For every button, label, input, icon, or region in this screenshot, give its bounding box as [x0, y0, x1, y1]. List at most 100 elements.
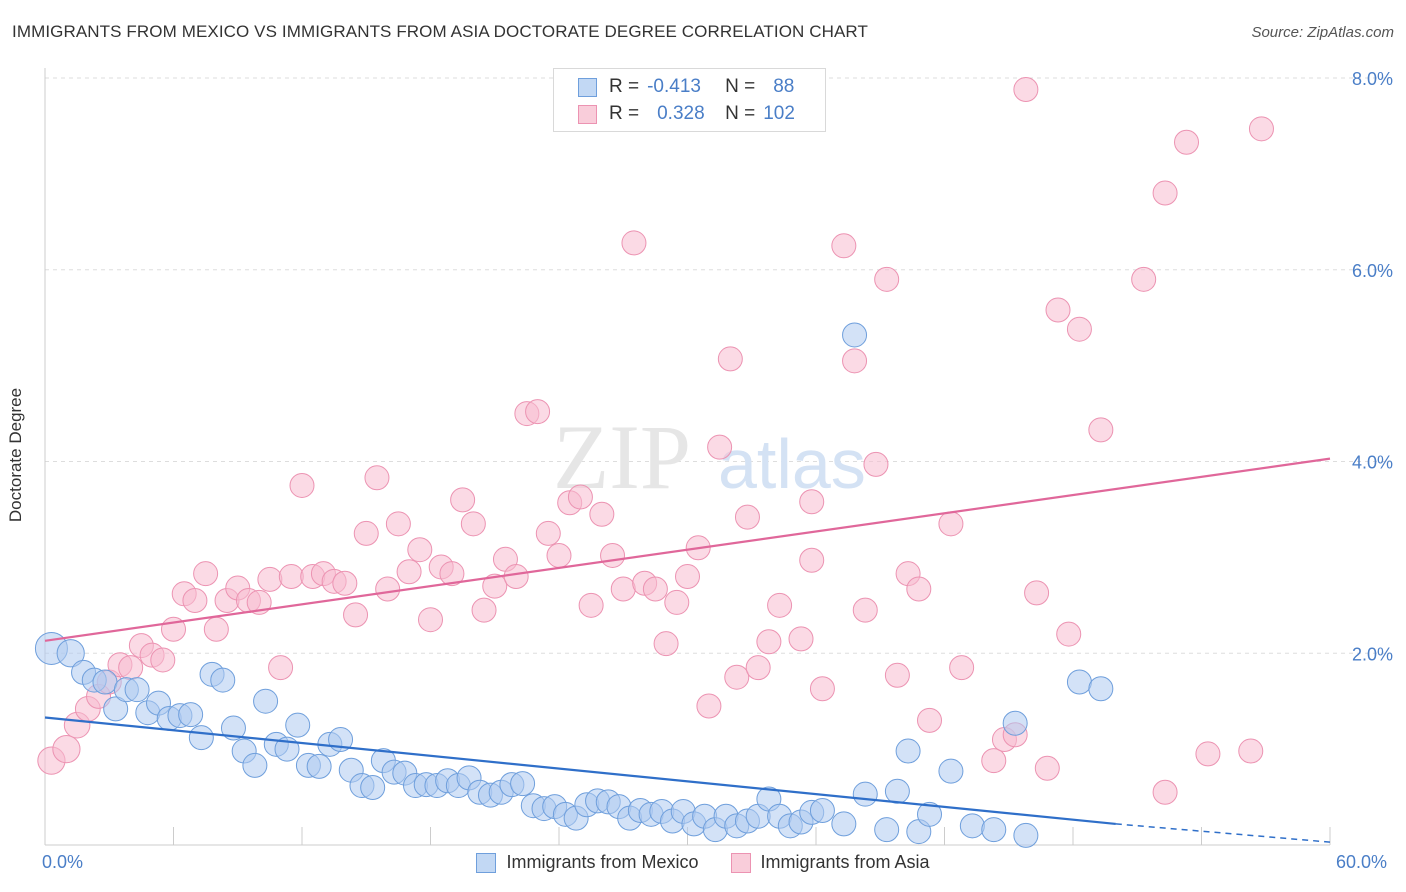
- asia-point-40: [471, 597, 497, 623]
- asia-point-73: [831, 233, 857, 259]
- asia-point-72: [809, 676, 835, 702]
- mexico-point-80: [938, 758, 964, 784]
- legend-r-value-asia: 0.328: [657, 103, 705, 124]
- asia-point-1: [52, 735, 81, 764]
- asia-point-99: [1238, 738, 1264, 764]
- asia-point-74: [842, 348, 868, 374]
- mexico-point-16: [220, 715, 246, 741]
- asia-point-7: [118, 655, 144, 681]
- mexico-point-7: [124, 677, 150, 703]
- legend-n-value-asia: 102: [763, 103, 795, 124]
- mexico-point-81: [959, 813, 985, 839]
- asia-point-15: [203, 616, 229, 642]
- asia-point-68: [767, 592, 793, 618]
- x-tick-min: 0.0%: [42, 852, 84, 872]
- asia-point-47: [546, 542, 572, 568]
- asia-point-67: [756, 629, 782, 655]
- bottom-legend-mexico-label: Immigrants from Mexico: [506, 852, 699, 872]
- asia-point-57: [653, 631, 679, 657]
- mexico-point-12: [178, 702, 204, 728]
- legend-n-label: N =: [725, 76, 756, 97]
- asia-points: [37, 77, 1274, 805]
- asia-point-23: [289, 472, 315, 498]
- grid-lines: [45, 77, 1390, 654]
- asia-point-45: [525, 399, 551, 425]
- bottom-legend-mexico: Immigrants from Mexico: [476, 852, 699, 873]
- mexico-point-4: [92, 669, 118, 695]
- asia-point-35: [418, 607, 443, 633]
- asia-point-91: [1056, 621, 1082, 647]
- asia-point-80: [906, 576, 932, 602]
- legend-swatch-asia: [578, 104, 597, 124]
- mexico-point-22: [285, 712, 311, 738]
- mexico-point-73: [842, 322, 868, 348]
- asia-point-59: [675, 564, 700, 590]
- mexico-point-15: [210, 667, 236, 693]
- asia-point-71: [799, 489, 825, 515]
- y-tick-labels: 2.0% 4.0% 6.0% 8.0%: [1352, 69, 1393, 664]
- asia-point-13: [182, 588, 208, 614]
- source-label: Source: ZipAtlas.com: [1251, 24, 1394, 41]
- asia-point-20: [257, 566, 283, 592]
- asia-point-95: [1152, 779, 1178, 805]
- asia-point-52: [600, 542, 626, 568]
- mexico-point-13: [188, 725, 214, 751]
- legend-swatch-mexico: [578, 77, 597, 97]
- mexico-point-24: [306, 753, 332, 779]
- asia-point-75: [852, 597, 878, 623]
- mexico-point-19: [253, 688, 279, 714]
- asia-point-27: [332, 570, 358, 596]
- mexico-point-79: [917, 801, 943, 827]
- bottom-legend-asia-label: Immigrants from Asia: [760, 852, 930, 872]
- mexico-points: [34, 322, 1114, 848]
- mexico-point-86: [1088, 676, 1114, 702]
- bottom-swatch-mexico: [476, 852, 497, 873]
- asia-point-43: [503, 564, 529, 590]
- axes: [44, 68, 1331, 846]
- watermark: ZIP atlas: [553, 406, 866, 508]
- asia-point-56: [642, 576, 668, 602]
- mexico-point-77: [895, 738, 921, 764]
- mexico-point-43: [510, 771, 536, 797]
- y-tick-label-3: 8.0%: [1352, 69, 1393, 89]
- asia-point-61: [696, 693, 722, 719]
- mexico-point-85: [1066, 669, 1092, 695]
- bottom-swatch-asia: [730, 852, 751, 873]
- asia-point-32: [385, 511, 411, 537]
- stats-legend: R = -0.413 N = 88 R = 0.328 N = 102: [553, 68, 826, 132]
- asia-point-30: [364, 465, 390, 491]
- asia-trend-line: [44, 457, 1331, 642]
- asia-point-88: [1024, 580, 1050, 606]
- legend-n-label: N =: [725, 103, 756, 124]
- watermark-atlas: atlas: [718, 425, 866, 503]
- mexico-point-83: [1002, 710, 1028, 736]
- mexico-point-18: [242, 752, 268, 778]
- asia-point-34: [407, 537, 433, 563]
- mexico-trend-line: [44, 716, 1116, 826]
- asia-point-100: [1248, 116, 1274, 142]
- mexico-point-29: [360, 774, 386, 800]
- asia-point-50: [578, 592, 604, 618]
- asia-point-51: [589, 501, 615, 527]
- mexico-point-76: [884, 778, 910, 804]
- y-tick-label-2: 6.0%: [1352, 261, 1393, 281]
- bottom-legend: Immigrants from Mexico Immigrants from A…: [0, 852, 1406, 873]
- asia-point-53: [610, 576, 636, 602]
- asia-point-19: [246, 589, 272, 615]
- asia-point-22: [278, 564, 304, 590]
- asia-point-77: [874, 266, 900, 292]
- mexico-point-84: [1013, 822, 1039, 848]
- asia-point-83: [949, 655, 975, 681]
- asia-point-78: [884, 662, 910, 688]
- mexico-point-74: [852, 781, 878, 807]
- asia-point-96: [1152, 180, 1178, 206]
- asia-point-87: [1013, 77, 1039, 103]
- asia-point-66: [745, 655, 771, 681]
- mexico-point-75: [874, 817, 900, 843]
- asia-point-14: [193, 561, 219, 587]
- x-tick-max: 60.0%: [1336, 852, 1388, 872]
- asia-point-70: [799, 547, 825, 573]
- asia-point-39: [460, 511, 486, 537]
- mexico-point-82: [981, 817, 1007, 843]
